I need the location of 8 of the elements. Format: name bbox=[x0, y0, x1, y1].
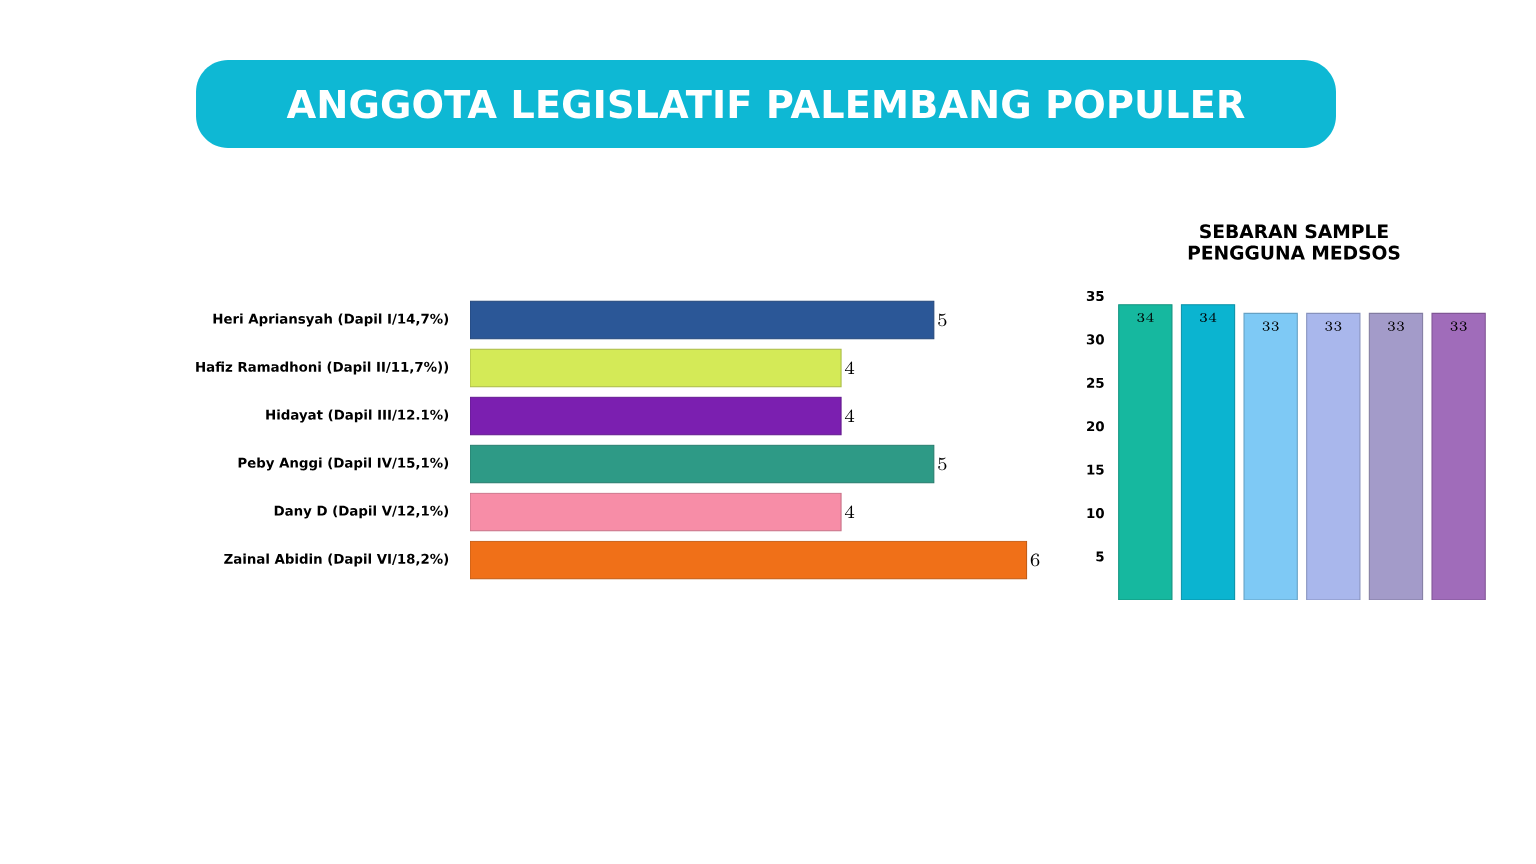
chart-title: ANGGOTA LEGISLATIF PALEMBANG POPULER bbox=[286, 89, 1245, 119]
chart-title: SEBARAN SAMPLE PENGGUNA MEDSOS bbox=[1188, 224, 1400, 260]
data-label: 4 bbox=[844, 409, 855, 422]
data-label: 4 bbox=[844, 505, 855, 518]
data-label: 5 bbox=[938, 313, 947, 327]
data-label: 6 bbox=[1030, 553, 1040, 567]
data-label: 5 bbox=[938, 457, 947, 471]
data-label: 4 bbox=[844, 361, 855, 374]
